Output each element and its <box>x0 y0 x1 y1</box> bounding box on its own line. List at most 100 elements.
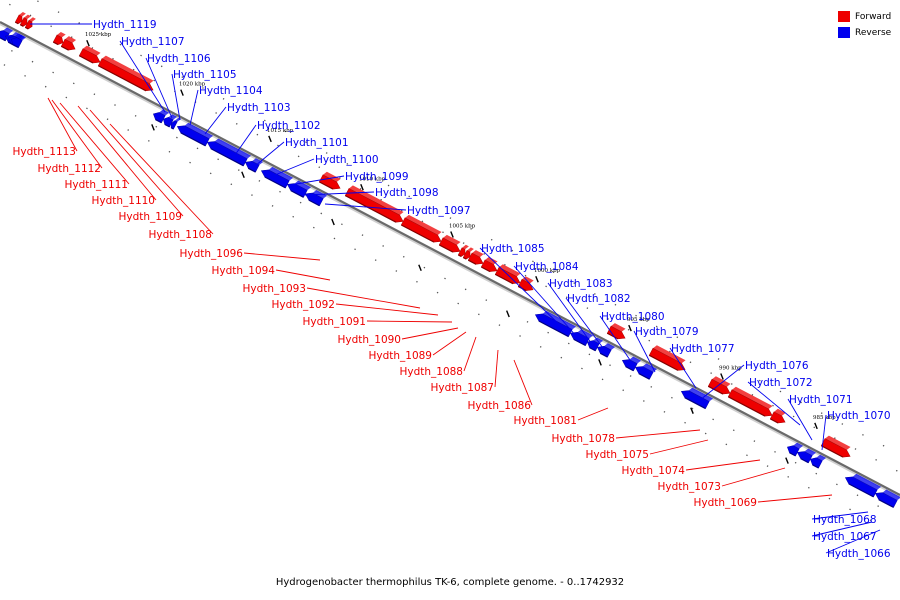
gene-edge <box>19 24 24 27</box>
gene-label: Hydth_1084 <box>515 261 579 273</box>
gene-reverse <box>680 387 714 410</box>
gene-reverse <box>153 109 170 124</box>
gene-edge <box>800 458 809 464</box>
gene-edge <box>769 418 779 424</box>
leader-line <box>825 529 881 554</box>
gene-edge <box>638 373 650 380</box>
gene-forward <box>78 45 101 64</box>
gene-top-face <box>484 256 498 265</box>
gene-top-face <box>604 343 616 351</box>
gene-top-face <box>28 17 36 22</box>
leader-line <box>274 158 315 176</box>
guide-track <box>0 43 891 514</box>
leader-line <box>401 327 459 340</box>
leader-line <box>821 414 827 451</box>
gene-label: Hydth_1090 <box>337 334 401 346</box>
gene-body <box>820 438 851 458</box>
gene-body <box>60 38 76 51</box>
gene-forward <box>19 14 31 27</box>
gene-label: Hydth_1113 <box>12 146 76 158</box>
gene-label: Hydth_1096 <box>179 248 243 260</box>
gene-edge <box>0 37 6 42</box>
gene-edge <box>467 259 477 265</box>
gene-edge <box>308 199 320 207</box>
leader-line <box>51 99 103 169</box>
gene-forward <box>60 36 77 51</box>
gene-label: Hydth_1078 <box>551 433 615 445</box>
tick-label: 1010 kbp <box>359 176 386 182</box>
gene-label: Hydth_1069 <box>693 497 757 509</box>
leader-line <box>109 123 214 235</box>
tick-mark <box>535 275 539 283</box>
gene-forward <box>727 386 773 417</box>
gene-body <box>400 217 442 243</box>
gene-label: Hydth_1071 <box>789 394 853 406</box>
leader-line <box>289 175 345 186</box>
gene-top-face <box>882 489 900 501</box>
gene-edge <box>210 148 244 167</box>
gene-edge <box>589 347 596 352</box>
gene-top-face <box>731 386 773 410</box>
gene-edge <box>170 127 174 130</box>
gene-top-face <box>466 247 474 253</box>
gene-label: Hydth_1110 <box>91 195 155 207</box>
gene-label: Hydth_1098 <box>375 187 439 199</box>
gene-body <box>707 378 731 395</box>
gene-top-face <box>593 337 604 344</box>
gene-label: Hydth_1075 <box>585 449 649 461</box>
gene-reverse <box>874 489 900 508</box>
leader-line <box>324 203 407 211</box>
gene-body <box>318 174 341 190</box>
tick-label: 1025 kbp <box>85 32 112 38</box>
gene-top-face <box>461 244 469 250</box>
gene-top-face <box>64 36 77 43</box>
gene-edge <box>248 167 256 173</box>
gene-label: Hydth_1093 <box>242 283 306 295</box>
gene-edge <box>707 385 724 395</box>
gene-top-face <box>824 435 851 451</box>
gene-reverse <box>596 343 616 358</box>
leader-line <box>243 252 321 261</box>
gene-top-face <box>214 138 252 159</box>
gene-edge <box>264 176 286 189</box>
gene-body <box>344 188 404 223</box>
leader-line <box>513 265 579 339</box>
gene-top-face <box>23 14 31 20</box>
gene-edge <box>606 332 619 340</box>
gene-label: Hydth_1083 <box>549 278 613 290</box>
gene-edge <box>462 257 467 260</box>
gene-reverse <box>260 166 294 189</box>
leader-line <box>649 439 709 455</box>
genome-axis-shadow <box>0 22 900 498</box>
gene-forward <box>24 17 36 30</box>
gene-edge <box>684 397 706 410</box>
leader-line <box>47 97 78 152</box>
tick-mark-minor <box>151 124 155 131</box>
gene-top-face <box>629 356 642 364</box>
leader-line <box>747 381 801 426</box>
gene-label: Hydth_1106 <box>147 53 211 65</box>
gene-reverse <box>286 180 312 198</box>
gene-label: Hydth_1081 <box>513 415 577 427</box>
leader-line <box>811 521 873 537</box>
gene-reverse <box>206 138 252 167</box>
legend-reverse: Reverse <box>838 25 891 40</box>
gene-reverse <box>163 114 178 128</box>
gene-label: Hydth_1085 <box>481 243 545 255</box>
gene-edge <box>573 338 586 347</box>
gene-label: Hydth_1079 <box>635 326 699 338</box>
gene-top-face <box>404 214 442 236</box>
gene-forward <box>480 256 498 273</box>
gene-label: Hydth_1086 <box>467 400 531 412</box>
gene-label: Hydth_1087 <box>430 382 494 394</box>
gene-top-face <box>18 11 26 17</box>
gene-edge <box>12 44 19 49</box>
tick-mark-minor <box>690 407 694 414</box>
leader-line <box>432 331 467 356</box>
gene-edge <box>164 123 170 128</box>
gene-label: Hydth_1112 <box>37 163 101 175</box>
leader-line <box>565 297 607 353</box>
gene-top-face <box>577 329 594 339</box>
gene-reverse <box>810 454 827 469</box>
